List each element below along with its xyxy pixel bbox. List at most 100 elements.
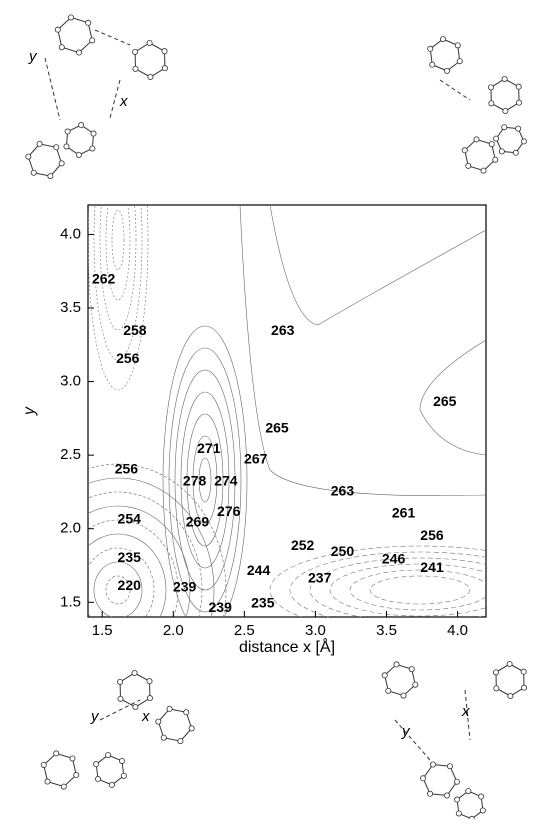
x-tick-label: 3.5: [376, 622, 397, 639]
atom: [37, 141, 42, 146]
atom: [65, 129, 70, 134]
atom: [447, 764, 452, 769]
atom: [156, 719, 161, 724]
atom: [61, 784, 66, 789]
contour-label: 244: [247, 562, 271, 578]
atom: [147, 40, 152, 45]
molecule-label: x: [141, 708, 150, 725]
atom: [394, 662, 399, 667]
atom: [427, 791, 432, 796]
contour-label: 235: [251, 594, 275, 610]
y-tick-label: 3.5: [60, 299, 81, 316]
contour: [112, 210, 124, 270]
contour-label: 235: [118, 549, 142, 565]
contour-label: 265: [265, 419, 289, 435]
atom: [178, 739, 183, 744]
atom: [90, 146, 95, 151]
contour-label: 267: [244, 450, 268, 466]
plot-frame: [88, 205, 486, 617]
atom: [68, 15, 73, 20]
atom: [41, 762, 46, 767]
atom: [507, 661, 512, 666]
atom: [466, 789, 471, 794]
y-tick-label: 3.0: [60, 373, 81, 390]
ring: [120, 673, 150, 707]
x-axis-title: distance x [Å]: [239, 637, 335, 656]
contour-label: 261: [392, 505, 416, 521]
ring: [66, 125, 93, 155]
molecule-label: y: [28, 48, 38, 65]
x-tick-label: 1.5: [92, 622, 113, 639]
contour: [270, 546, 545, 634]
molecule-label: y: [401, 723, 411, 740]
contour: [240, 205, 486, 496]
contour-label: 256: [115, 461, 139, 477]
atom: [133, 704, 138, 709]
chart: y x y x y x distance x [Å] y 1.52.02.53.…: [0, 0, 545, 819]
atom: [474, 137, 479, 142]
atom: [91, 131, 96, 136]
atom: [121, 773, 126, 778]
atom: [133, 66, 138, 71]
contour: [88, 90, 148, 390]
atom: [493, 157, 498, 162]
molecule-drawings: [26, 15, 527, 819]
x-tick-label: 4.0: [447, 622, 468, 639]
contour: [100, 150, 136, 330]
y-tick-label: 1.5: [60, 593, 81, 610]
contour-label: 274: [214, 472, 238, 488]
atom: [430, 62, 435, 67]
contour-label: 256: [116, 350, 140, 366]
atom: [502, 125, 507, 130]
contour-label: 262: [92, 271, 116, 287]
atom: [70, 756, 75, 761]
atom: [64, 144, 69, 149]
x-tick-label: 2.5: [234, 622, 255, 639]
atom: [147, 696, 152, 701]
atom: [132, 49, 137, 54]
atom: [74, 772, 79, 777]
atom: [54, 145, 59, 150]
atom: [76, 152, 81, 157]
atom: [79, 122, 84, 127]
molecule-label: x: [461, 703, 470, 720]
atom: [132, 670, 137, 675]
atom: [499, 149, 504, 154]
atom: [55, 27, 60, 32]
atom: [94, 762, 99, 767]
contour-label: 239: [209, 599, 233, 615]
contour-label: 265: [433, 393, 457, 409]
atom: [494, 686, 499, 691]
ring: [491, 79, 519, 111]
atom: [184, 710, 189, 715]
atom: [488, 85, 493, 90]
atom: [148, 74, 153, 79]
x-tick-label: 2.0: [163, 622, 184, 639]
atom: [516, 126, 521, 131]
atom: [420, 776, 425, 781]
atom: [31, 170, 36, 175]
atom: [479, 794, 484, 799]
atom: [456, 811, 461, 816]
contour-label: 258: [123, 322, 147, 338]
atom: [59, 161, 64, 166]
contour-label: 263: [271, 322, 295, 338]
x-tick-label: 3.0: [305, 622, 326, 639]
contour-label: 250: [331, 543, 355, 559]
atom: [430, 762, 435, 767]
contour-label: 278: [183, 472, 207, 488]
atom: [90, 38, 95, 43]
atom: [59, 45, 64, 50]
contour-label: 254: [118, 511, 142, 527]
atom: [428, 46, 433, 51]
atom: [455, 797, 460, 802]
contour-label: 237: [308, 569, 332, 585]
atom: [119, 758, 124, 763]
contour-label: 239: [173, 578, 197, 594]
atom: [455, 43, 460, 48]
y-tick-label: 2.5: [60, 446, 81, 463]
atom: [521, 139, 526, 144]
atom: [161, 735, 166, 740]
atom: [466, 163, 471, 168]
ring: [423, 765, 457, 796]
